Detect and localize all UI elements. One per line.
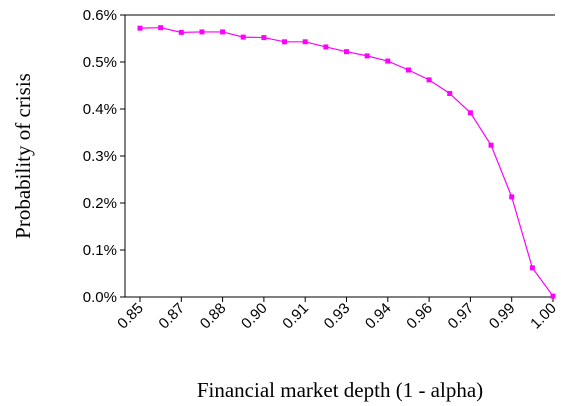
- data-point: [261, 35, 267, 41]
- data-point: [178, 29, 184, 35]
- data-point: [447, 90, 453, 96]
- x-tick-label: 0.93: [321, 300, 354, 333]
- y-tick-label: 0.2%: [83, 195, 117, 212]
- data-point: [240, 34, 246, 40]
- x-tick-label: 0.90: [238, 300, 271, 333]
- data-point: [550, 293, 556, 299]
- y-tick-label: 0.5%: [83, 54, 117, 71]
- y-tick-label: 0.3%: [83, 148, 117, 165]
- y-axis-title: Probability of crisis: [11, 73, 35, 239]
- data-point: [426, 77, 432, 83]
- data-point: [509, 194, 515, 200]
- y-tick-label: 0.6%: [83, 7, 117, 24]
- data-point: [385, 58, 391, 64]
- x-tick-label: 0.97: [445, 300, 478, 333]
- data-point: [158, 25, 164, 31]
- x-tick-label: 1.00: [527, 300, 560, 333]
- data-point: [344, 49, 349, 55]
- y-tick-label: 0.4%: [83, 101, 117, 118]
- series-line: [139, 27, 554, 297]
- x-tick-label: 0.91: [279, 300, 312, 333]
- data-point: [199, 29, 205, 35]
- data-point: [529, 265, 535, 271]
- x-tick-label: 0.85: [114, 300, 147, 333]
- data-point: [137, 25, 143, 31]
- y-tick-label: 0.0%: [83, 289, 117, 306]
- data-point: [302, 39, 308, 45]
- data-point: [220, 29, 226, 35]
- data-point: [488, 142, 494, 148]
- data-point: [282, 39, 288, 45]
- x-tick-label: 0.96: [403, 300, 436, 333]
- x-tick-label: 0.94: [362, 300, 395, 333]
- x-tick-label: 0.87: [155, 300, 188, 333]
- x-tick-label: 0.99: [486, 300, 519, 333]
- y-tick-label: 0.1%: [83, 242, 117, 259]
- x-tick-label: 0.88: [197, 300, 230, 333]
- data-point: [405, 67, 411, 73]
- data-point: [467, 110, 473, 116]
- data-point: [364, 53, 370, 59]
- x-axis-title: Financial market depth (1 - alpha): [197, 378, 483, 402]
- data-point: [323, 44, 329, 50]
